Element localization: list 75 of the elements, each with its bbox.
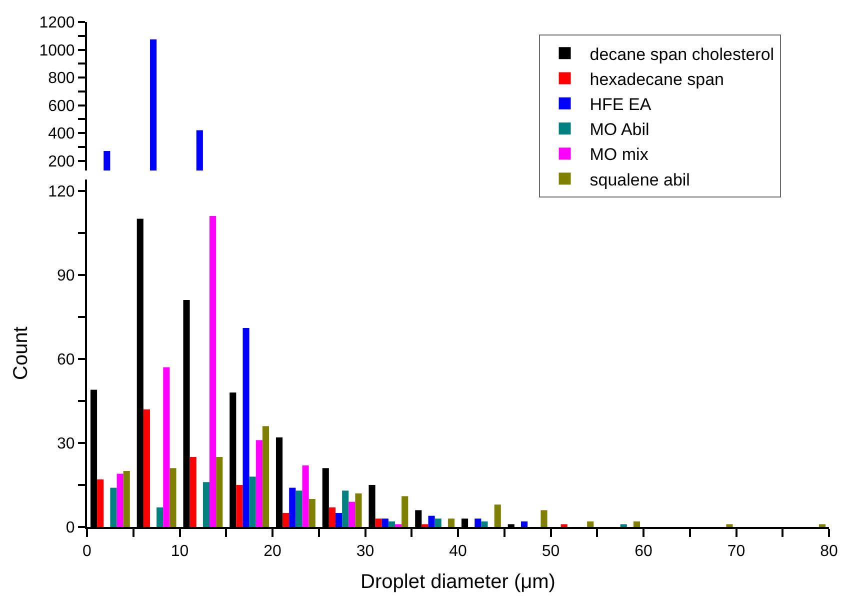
y-tick-label: 800 bbox=[48, 70, 75, 88]
bar bbox=[481, 521, 488, 527]
bar bbox=[170, 468, 176, 527]
bar bbox=[402, 496, 408, 527]
legend-label: squalene abil bbox=[590, 170, 690, 190]
y-tick-label: 600 bbox=[48, 98, 75, 115]
x-tick-label: 80 bbox=[820, 543, 838, 560]
bar bbox=[242, 328, 250, 527]
bar bbox=[434, 518, 442, 527]
y-tick-label: 400 bbox=[48, 126, 75, 143]
y-tick-label: 200 bbox=[48, 153, 75, 170]
bar bbox=[395, 524, 402, 527]
y-tick-label: 0 bbox=[66, 520, 75, 537]
bar bbox=[97, 479, 104, 527]
bar bbox=[633, 521, 640, 527]
bar bbox=[123, 470, 130, 527]
bar bbox=[560, 524, 568, 527]
bar bbox=[282, 512, 290, 527]
bar bbox=[474, 518, 482, 527]
bar bbox=[388, 521, 396, 527]
legend-label: hexadecane span bbox=[590, 70, 724, 89]
bar bbox=[520, 521, 528, 527]
x-tick-label: 50 bbox=[542, 543, 560, 560]
bar bbox=[302, 465, 309, 527]
bar bbox=[143, 409, 150, 527]
bar bbox=[355, 493, 362, 527]
bar bbox=[342, 490, 349, 527]
bar bbox=[726, 524, 733, 527]
bar bbox=[116, 474, 124, 527]
y-tick-label: 90 bbox=[57, 267, 75, 284]
x-tick-label: 40 bbox=[449, 543, 467, 560]
bar bbox=[190, 456, 196, 527]
bar bbox=[335, 512, 342, 527]
bar bbox=[328, 507, 336, 527]
bar bbox=[110, 488, 117, 527]
legend-label: MO mix bbox=[590, 145, 649, 164]
x-tick-label: 70 bbox=[727, 543, 746, 560]
bar bbox=[163, 367, 170, 527]
bar bbox=[422, 524, 428, 527]
bar bbox=[348, 502, 356, 527]
bar bbox=[308, 498, 316, 527]
bar bbox=[382, 518, 388, 527]
y-tick-label: 30 bbox=[57, 436, 75, 453]
x-tick-label: 30 bbox=[356, 543, 374, 560]
x-tick-label: 60 bbox=[634, 543, 652, 560]
bar bbox=[289, 488, 296, 527]
bar bbox=[262, 426, 270, 527]
bar bbox=[249, 476, 256, 527]
y-tick-label: 120 bbox=[48, 183, 75, 200]
legend-label: MO Abil bbox=[590, 120, 650, 140]
bar bbox=[494, 504, 501, 527]
bar bbox=[202, 482, 210, 527]
bar bbox=[587, 521, 594, 527]
bar bbox=[428, 516, 435, 527]
bar bbox=[210, 216, 216, 527]
bar bbox=[236, 484, 243, 527]
legend-label: decane span cholesterol bbox=[590, 44, 774, 64]
x-axis-title: Droplet diameter (μm) bbox=[360, 571, 556, 594]
bar bbox=[818, 524, 826, 527]
bar bbox=[620, 524, 627, 527]
bar bbox=[375, 518, 382, 527]
x-tick-label: 20 bbox=[264, 543, 282, 560]
bar bbox=[216, 456, 223, 527]
x-tick-label: 10 bbox=[170, 543, 189, 560]
y-tick-label: 1200 bbox=[39, 14, 75, 32]
legend-label: HFE EA bbox=[590, 95, 652, 114]
bar bbox=[448, 518, 455, 527]
x-tick-label: 0 bbox=[82, 543, 92, 560]
bar bbox=[156, 507, 164, 527]
y-axis-title: Count bbox=[10, 326, 32, 380]
bar bbox=[296, 490, 302, 527]
bar bbox=[256, 440, 262, 527]
y-tick-label: 1000 bbox=[39, 42, 75, 60]
y-tick-label: 60 bbox=[57, 351, 75, 368]
bar bbox=[540, 510, 548, 527]
